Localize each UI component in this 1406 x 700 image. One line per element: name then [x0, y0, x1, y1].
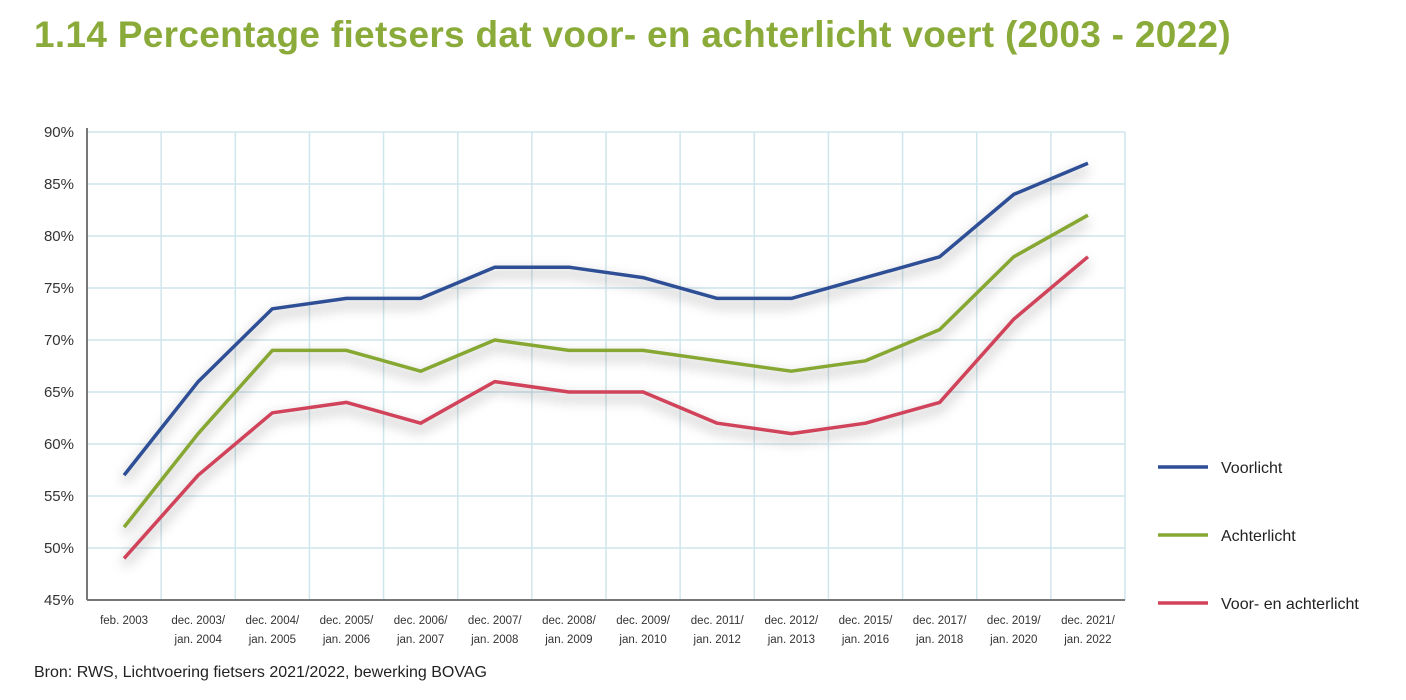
x-tick-label: jan. 2005 — [248, 634, 296, 646]
x-tick-label: dec. 2009/ — [616, 615, 671, 627]
y-tick-label: 80% — [44, 228, 74, 245]
x-tick-label: dec. 2005/ — [320, 615, 375, 627]
y-tick-label: 60% — [44, 436, 74, 453]
x-tick-label: dec. 2012/ — [764, 615, 819, 627]
x-tick-label: jan. 2010 — [618, 634, 666, 646]
y-tick-label: 65% — [44, 384, 74, 401]
x-tick-label: jan. 2008 — [470, 634, 518, 646]
chart-title: 1.14 Percentage fietsers dat voor- en ac… — [34, 14, 1231, 55]
x-tick-label: jan. 2007 — [396, 634, 444, 646]
series-line-voor-en-achterlicht — [122, 255, 1090, 560]
x-tick-label: jan. 2020 — [989, 634, 1037, 646]
x-tick-label: jan. 2018 — [915, 634, 963, 646]
x-tick-label: dec. 2021/ — [1061, 615, 1116, 627]
x-tick-label: dec. 2011/ — [691, 615, 745, 627]
x-tick-label: jan. 2009 — [544, 634, 592, 646]
x-tick-label: jan. 2022 — [1063, 634, 1111, 646]
x-tick-label: dec. 2008/ — [542, 615, 597, 627]
y-tick-label: 50% — [44, 540, 74, 557]
x-tick-label: feb. 2003 — [100, 615, 148, 627]
x-tick-label: jan. 2013 — [767, 634, 815, 646]
source-note: Bron: RWS, Lichtvoering fietsers 2021/20… — [34, 664, 487, 681]
x-tick-label: dec. 2019/ — [987, 615, 1042, 627]
series-shadow — [120, 217, 1090, 536]
x-tick-label: dec. 2006/ — [394, 615, 449, 627]
legend-label: Voorlicht — [1221, 460, 1283, 477]
x-tick-label: dec. 2003/ — [171, 615, 226, 627]
legend-label: Voor- en achterlicht — [1221, 596, 1359, 613]
series-line-achterlicht — [122, 213, 1089, 529]
y-tick-label: 75% — [44, 280, 74, 297]
x-tick-label: jan. 2006 — [322, 634, 370, 646]
x-tick-label: dec. 2015/ — [839, 615, 894, 627]
y-tick-label: 45% — [44, 592, 74, 609]
x-tick-label: jan. 2004 — [174, 634, 223, 646]
y-tick-label: 85% — [44, 176, 74, 193]
x-tick-label: jan. 2016 — [841, 634, 889, 646]
x-tick-label: dec. 2004/ — [245, 615, 300, 627]
series-shadow — [121, 259, 1091, 568]
y-tick-label: 90% — [44, 124, 74, 141]
x-tick-label: dec. 2017/ — [913, 615, 968, 627]
series-line-voorlicht — [122, 161, 1089, 477]
legend-label: Achterlicht — [1221, 528, 1296, 545]
x-tick-label: jan. 2012 — [693, 634, 741, 646]
series-shadow — [120, 165, 1090, 484]
y-tick-label: 55% — [44, 488, 74, 505]
y-tick-label: 70% — [44, 332, 74, 349]
x-tick-label: dec. 2007/ — [468, 615, 523, 627]
